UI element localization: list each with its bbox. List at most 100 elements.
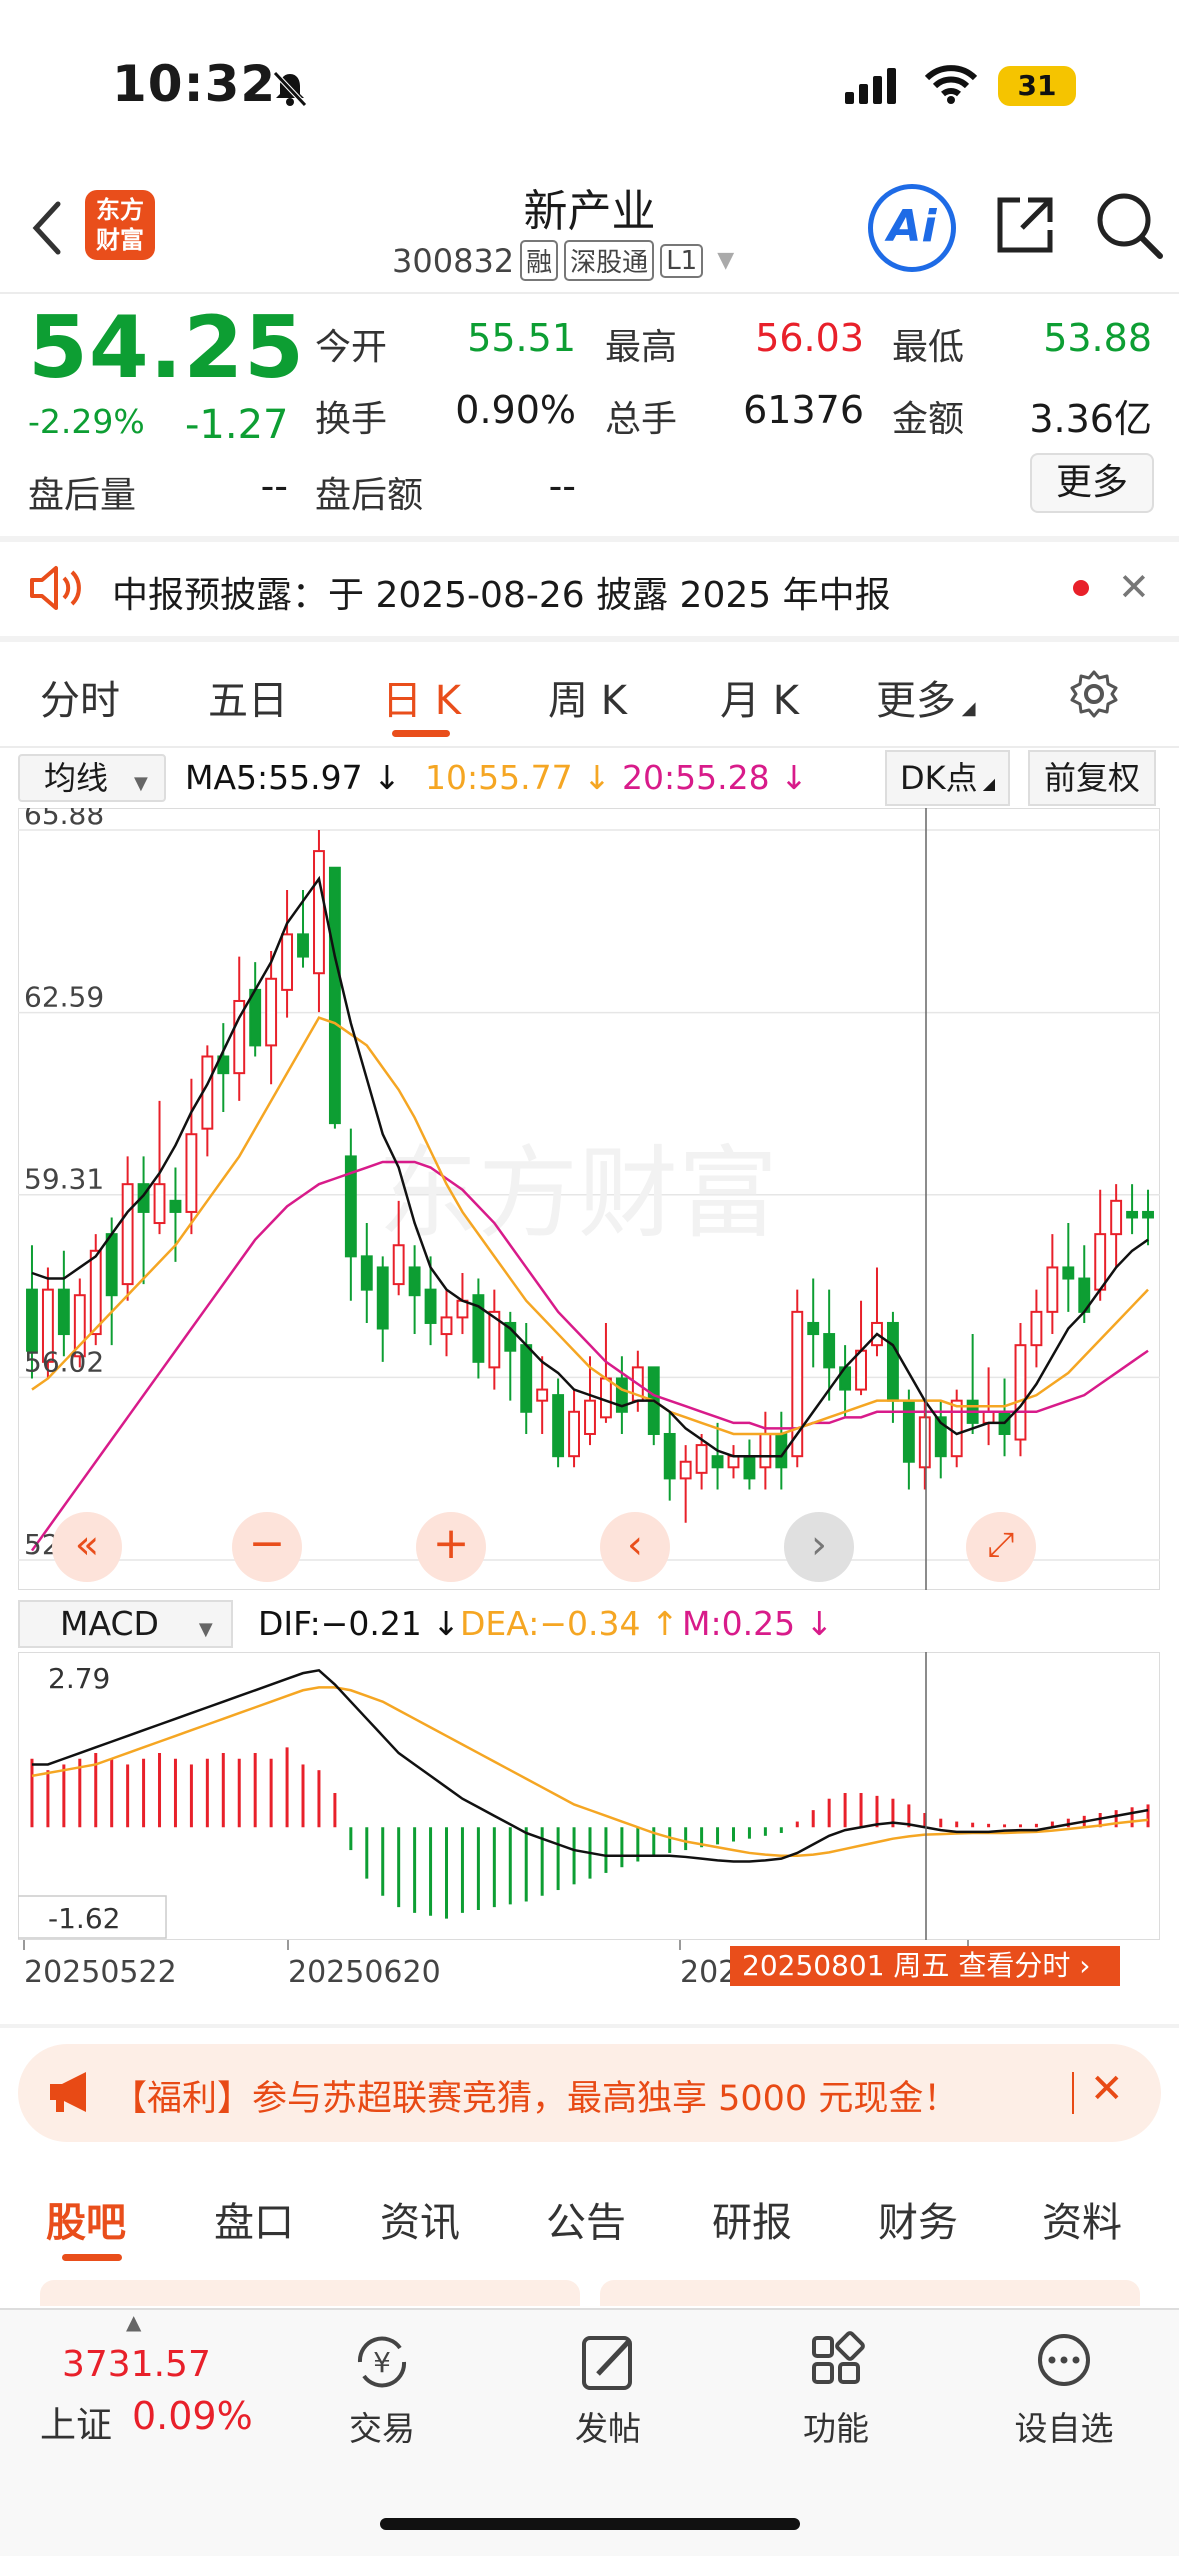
after-hours-amount-value: -- [548,464,576,508]
ma5-readout: MA5:55.97 ↓ [185,758,401,797]
candle-body [424,1288,437,1324]
edit-icon [582,2336,632,2390]
share-icon[interactable] [992,192,1058,258]
candle-body [807,1321,820,1336]
price-tick-label: 56.02 [24,1345,104,1378]
nav-post[interactable]: 发帖 [548,2330,668,2450]
notice-text[interactable]: 中报预披露：于 2025-08-26 披露 2025 年中报 [112,575,891,616]
tab-5day[interactable]: 五日 [208,678,288,724]
date-tooltip[interactable]: 20250801 周五 查看分时 › [730,1946,1120,1986]
wifi-icon [925,65,977,104]
tab-weekly-k[interactable]: 周 K [548,678,627,724]
macd-dea-line [31,1686,1149,1858]
index-name[interactable]: 上证 [40,2405,113,2446]
m-readout: M:0.25 ↓ [682,1604,834,1643]
index-change[interactable]: 0.09% [132,2394,253,2438]
active-tab-indicator [62,2254,122,2261]
macd-chart[interactable]: 2.79 -1.62 [18,1652,1160,1940]
tab-financials[interactable]: 财务 [878,2200,958,2246]
nav-trade[interactable]: ¥ 交易 [322,2330,442,2450]
dk-point-button[interactable]: DK点 ◢ [885,750,1010,806]
candle-body [855,1349,867,1391]
after-hours-amount-label: 盘后额 [315,475,424,516]
candle-body [360,1255,373,1291]
tab-forum[interactable]: 股吧 [46,2200,126,2246]
macd-select[interactable]: MACD ▼ [18,1600,233,1648]
ai-assistant-button[interactable]: Ai [868,184,956,272]
candle-body [1014,1344,1027,1441]
scroll-right-button[interactable]: › [784,1512,854,1582]
scroll-left-button[interactable]: ‹ [600,1512,670,1582]
settings-gear-icon[interactable] [1068,668,1120,720]
candle-body [185,1133,198,1213]
promo-banner[interactable] [18,2044,1161,2142]
candle-body [313,850,325,975]
tab-order-book[interactable]: 盘口 [214,2200,294,2246]
low-value: 53.88 [1043,316,1152,360]
candle-body [536,1388,549,1402]
dif-readout: DIF:−0.21 ↓ [258,1604,460,1643]
candle-body [105,1233,118,1297]
close-icon[interactable]: ✕ [1118,565,1150,609]
candle-body [902,1399,915,1463]
status-time: 10:32 [112,55,277,113]
candle-body [584,1399,596,1435]
ma20-line [30,1160,1149,1552]
tab-research[interactable]: 研报 [712,2200,792,2246]
search-icon[interactable] [1094,190,1164,260]
candle-body [1046,1266,1059,1313]
content-card-peek [600,2280,1140,2306]
macd-tick-box [18,1895,167,1939]
fullscreen-button[interactable]: ⤢ [966,1512,1036,1582]
candle-body [297,933,309,958]
stock-code: 300832 [392,241,515,280]
divider [0,2024,1179,2028]
candle-body [265,977,278,1047]
nav-features[interactable]: 功能 [776,2330,896,2450]
high-label: 最高 [605,327,678,368]
index-value[interactable]: 3731.57 [62,2344,211,2385]
candle-body [153,1183,166,1225]
indicator-select[interactable]: 均线 ▼ [18,754,166,802]
candle-body [823,1333,836,1369]
caret-down-icon[interactable]: ▼ [717,248,735,273]
adjust-mode-button[interactable]: 前复权 [1028,750,1156,806]
bottom-nav [0,2308,1179,2556]
divider [0,536,1179,542]
divider [0,746,1179,748]
divider [1072,2072,1074,2114]
candle-body [376,1266,389,1330]
scroll-start-button[interactable]: « [52,1512,122,1582]
tag-margin: 融 [520,240,559,281]
content-card-peek [40,2280,580,2306]
candle-body [121,1183,134,1286]
price-tick-label: 62.59 [24,981,104,1014]
more-quote-button[interactable]: 更多 [1030,453,1154,513]
megaphone-icon [50,2072,86,2112]
tab-announcements[interactable]: 公告 [546,2200,626,2246]
zoom-in-button[interactable]: + [416,1512,486,1582]
tab-intraday[interactable]: 分时 [40,678,120,724]
tab-news[interactable]: 资讯 [380,2200,460,2246]
back-icon[interactable] [28,198,68,258]
promo-text[interactable]: 【福利】参与苏超联赛竞猜，最高独享 5000 元现金！ [112,2079,959,2119]
unread-dot [1073,580,1089,596]
tab-daily-k[interactable]: 日 K [382,678,461,724]
tab-monthly-k[interactable]: 月 K [720,678,799,724]
tab-profile[interactable]: 资料 [1042,2200,1122,2246]
nav-add-watchlist[interactable]: 设自选 [1004,2330,1124,2450]
candle-body [886,1321,899,1402]
candle-body [344,1155,357,1258]
zoom-out-button[interactable]: − [232,1512,302,1582]
macd-dif-line [31,1668,1149,1863]
status-bar: 10:32 31 [0,0,1179,170]
divider [0,636,1179,642]
candle-body [679,1460,692,1480]
tab-more[interactable]: 更多 ◢ [876,678,976,724]
candle-body [727,1455,740,1469]
candle-body [791,1310,804,1458]
candle-body [41,1288,54,1363]
close-icon[interactable]: ✕ [1090,2066,1124,2112]
nav-post-label: 发帖 [575,2409,641,2448]
